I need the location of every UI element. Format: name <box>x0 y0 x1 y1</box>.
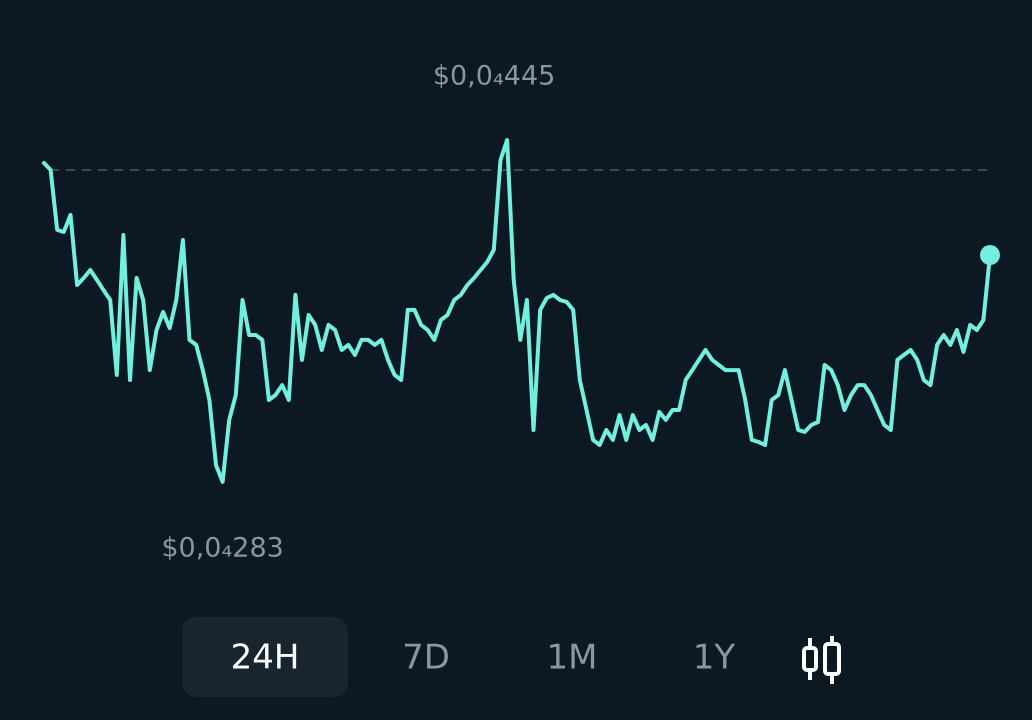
max-price-label: $0,0₄445 <box>433 60 555 91</box>
price-line <box>42 138 992 484</box>
icon-candle <box>823 642 841 676</box>
timeframe-button[interactable]: 1Y <box>693 638 736 678</box>
selected-tab-bg <box>182 617 348 697</box>
current-price-dot <box>980 245 1000 266</box>
candlestick-toggle[interactable] <box>802 636 841 684</box>
timeframe-button[interactable]: 1M <box>547 638 598 678</box>
timeframe-button[interactable]: 24H <box>231 638 300 678</box>
min-price-label: $0,0₄283 <box>161 532 283 563</box>
timeframe-bar: 24H 7D 1M 1Y <box>182 617 735 697</box>
timeframe-button[interactable]: 7D <box>402 638 450 678</box>
icon-candle <box>802 646 818 672</box>
